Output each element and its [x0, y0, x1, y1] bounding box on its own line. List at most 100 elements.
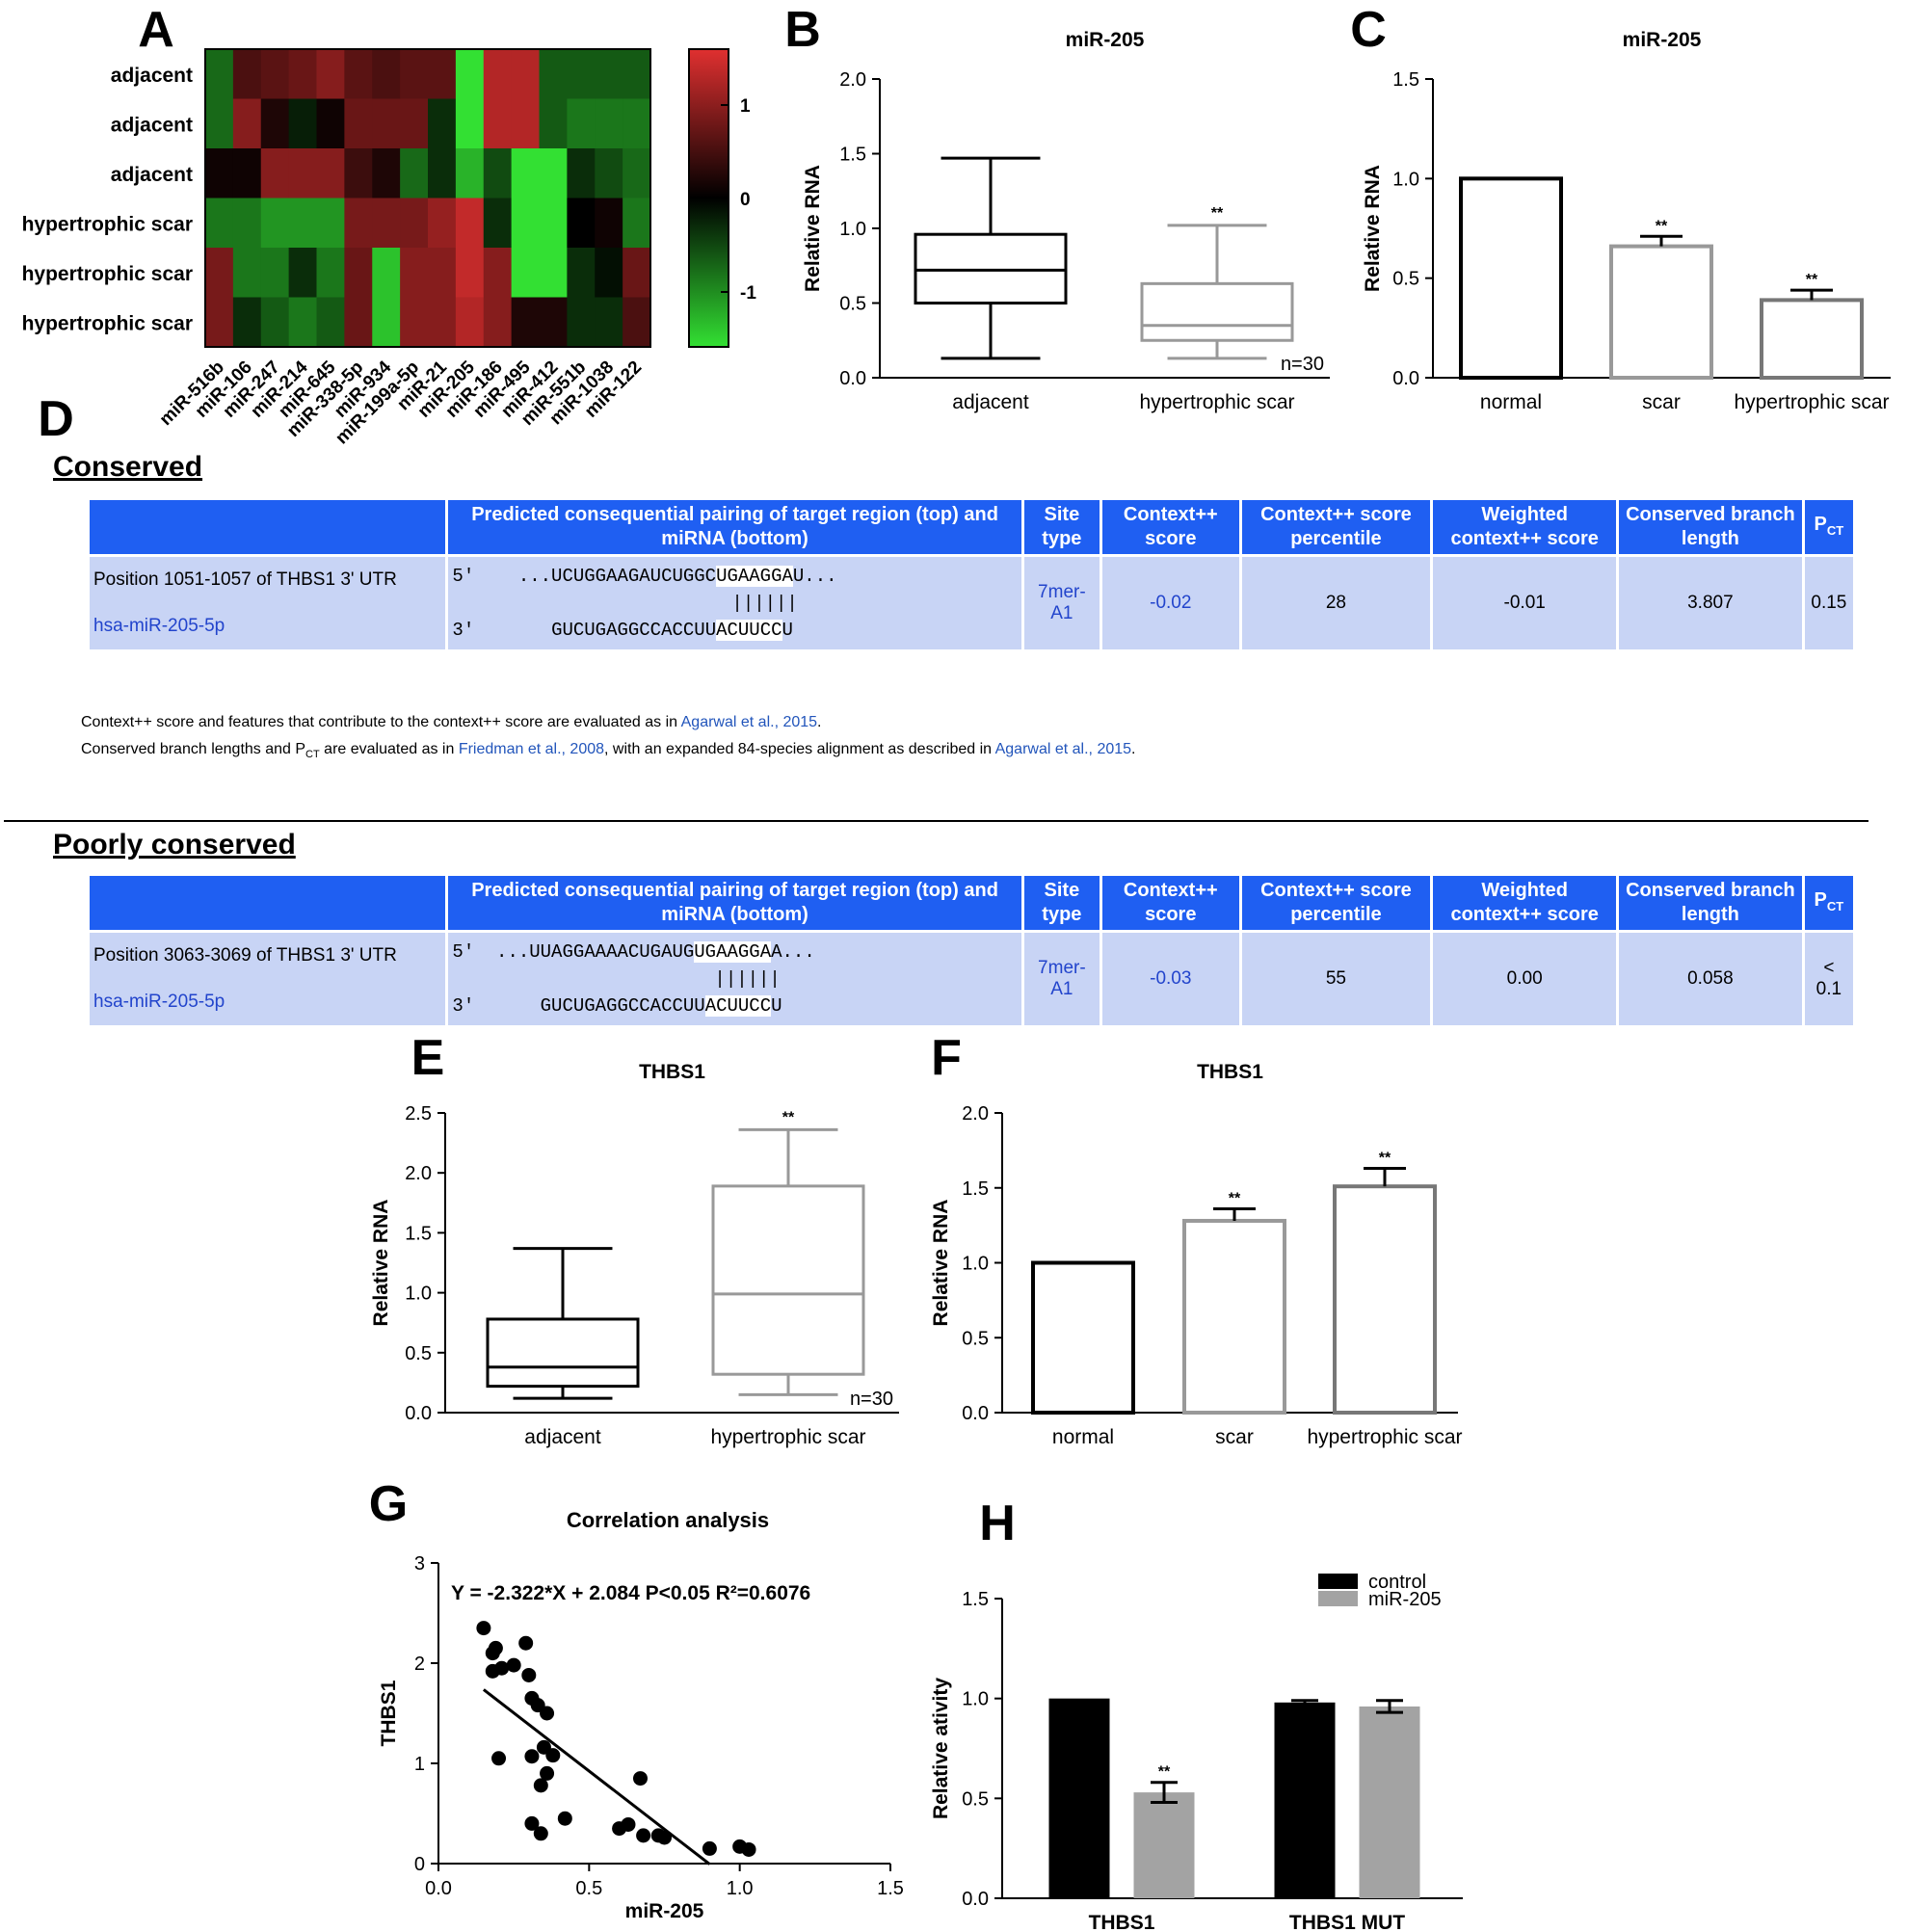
scatter-point	[476, 1621, 491, 1636]
heatmap-cell	[455, 98, 485, 149]
poorly-conserved-title: Poorly conserved	[53, 829, 296, 860]
y-axis-label: Relative RNA	[370, 1200, 392, 1327]
x-tick-label: 1.5	[877, 1878, 904, 1899]
site-type-cell[interactable]: 7mer-A1	[1023, 933, 1100, 1025]
heatmap-cell	[539, 148, 568, 198]
heatmap-cell	[483, 297, 513, 348]
x-tick-label: normal	[1052, 1426, 1114, 1448]
scatter-point	[518, 1635, 534, 1651]
heatmap-cell	[428, 98, 457, 149]
y-tick-label: 0.0	[405, 1403, 432, 1424]
heatmap-cell	[344, 297, 373, 348]
x-tick-label: adjacent	[952, 391, 1029, 413]
pairing-bars: ||||||	[731, 593, 798, 614]
scatter-point	[533, 1778, 548, 1793]
agarwal-link[interactable]: Agarwal et al., 2015	[680, 714, 818, 730]
y-tick-label: 0.0	[962, 1403, 989, 1424]
y-tick-label: 2	[414, 1654, 425, 1675]
heatmap-cell	[511, 148, 540, 198]
heatmap-cell	[316, 148, 345, 198]
heatmap-cell	[344, 198, 373, 249]
panel-letter-C: C	[1350, 2, 1387, 58]
branch-length-cell: 0.058	[1619, 933, 1802, 1025]
heatmap-cell	[232, 98, 262, 149]
scatter-point	[636, 1828, 651, 1843]
heatmap-cell	[511, 198, 540, 249]
heatmap-cell	[316, 98, 345, 149]
x-tick-label: 0.0	[425, 1878, 452, 1899]
y-axis-label: Relative RNA	[802, 165, 824, 292]
mirna-link[interactable]: hsa-miR-205-5p	[93, 616, 225, 636]
bar	[1333, 1184, 1437, 1415]
y-tick-label: 2.0	[405, 1163, 432, 1184]
scatter-point	[557, 1811, 572, 1826]
heatmap-cell	[623, 49, 651, 99]
heatmap-cell	[372, 248, 401, 298]
box-body	[711, 1184, 865, 1376]
heatmap-row-label: hypertrophic scar	[22, 312, 193, 334]
bottom-sequence: GUCUGAGGCCACCUU	[551, 620, 717, 641]
context-score-cell: -0.02	[1102, 557, 1239, 649]
y-tick-label: 0.5	[1392, 269, 1419, 290]
heatmap-cell	[232, 297, 262, 348]
heatmap-cell	[205, 148, 234, 198]
top-seed: UGAAGGA	[716, 566, 793, 587]
panel-letter-G: G	[369, 1476, 408, 1532]
heatmap-cell	[232, 198, 262, 249]
heatmap-cell	[344, 248, 373, 298]
heatmap-cell	[372, 198, 401, 249]
friedman-link[interactable]: Friedman et al., 2008	[458, 741, 605, 757]
heatmap-cell	[372, 98, 401, 149]
branch-length-cell: 3.807	[1619, 557, 1802, 649]
heatmap-cell	[595, 297, 623, 348]
heatmap-cell	[316, 297, 345, 348]
chart-title: THBS1	[1197, 1061, 1263, 1083]
heatmap-cell	[260, 49, 290, 99]
top-sequence: ...UCUGGAAGAUCUGGC	[517, 566, 717, 587]
pct-cell: < 0.1	[1804, 933, 1853, 1025]
box-body	[486, 1317, 640, 1389]
y-tick-label: 1.0	[405, 1284, 432, 1305]
heatmap-cell	[511, 297, 540, 348]
heatmap-cell	[400, 248, 429, 298]
mirna-link[interactable]: hsa-miR-205-5p	[93, 992, 225, 1012]
heatmap-cell	[400, 198, 429, 249]
target-position: Position 3063-3069 of THBS1 3' UTR	[93, 945, 397, 966]
y-axis-label: Relative RNA	[930, 1200, 952, 1327]
bar	[1609, 244, 1713, 380]
heatmap-cell	[539, 98, 568, 149]
bar-control	[1274, 1702, 1336, 1898]
heatmap-row-label: hypertrophic scar	[22, 263, 193, 285]
heatmap-cell	[232, 248, 262, 298]
legend-swatch	[1318, 1574, 1358, 1589]
heatmap-cell	[288, 297, 317, 348]
heatmap-row-label: adjacent	[111, 65, 193, 87]
bar	[1760, 298, 1864, 380]
target-position-cell: Position 1051-1057 of THBS1 3' UTR hsa-m…	[90, 557, 446, 649]
agarwal-link-2[interactable]: Agarwal et al., 2015	[994, 741, 1132, 757]
heatmap-cell	[288, 148, 317, 198]
significance-marker: **	[1656, 218, 1668, 234]
heatmap-cell	[567, 148, 596, 198]
y-axis-label: THBS1	[378, 1680, 400, 1746]
heatmap-cell	[400, 49, 429, 99]
heatmap-cell	[595, 148, 623, 198]
note-line-2: Conserved branch lengths and PCT are eva…	[81, 741, 1136, 761]
heatmap-row-label: adjacent	[111, 164, 193, 186]
percentile-cell: 28	[1241, 557, 1431, 649]
target-position: Position 1051-1057 of THBS1 3' UTR	[93, 569, 397, 590]
col-header-branch: Conserved branch length	[1619, 500, 1802, 554]
bottom-prefix: 3'	[452, 620, 475, 641]
site-type-cell[interactable]: 7mer-A1	[1023, 557, 1100, 649]
col-header-blank	[90, 500, 446, 554]
scatter-point	[540, 1706, 555, 1721]
heatmap-cell	[428, 198, 457, 249]
heatmap-cell	[567, 198, 596, 249]
y-tick-label: 2.0	[962, 1103, 989, 1125]
scatter-point	[521, 1667, 537, 1682]
legend-label: miR-205	[1368, 1589, 1442, 1610]
top-seed: UGAAGGA	[694, 941, 772, 963]
bottom-seed: ACUUCC	[716, 620, 782, 641]
col-header-blank	[90, 876, 446, 930]
legend-label: control	[1368, 1572, 1426, 1593]
